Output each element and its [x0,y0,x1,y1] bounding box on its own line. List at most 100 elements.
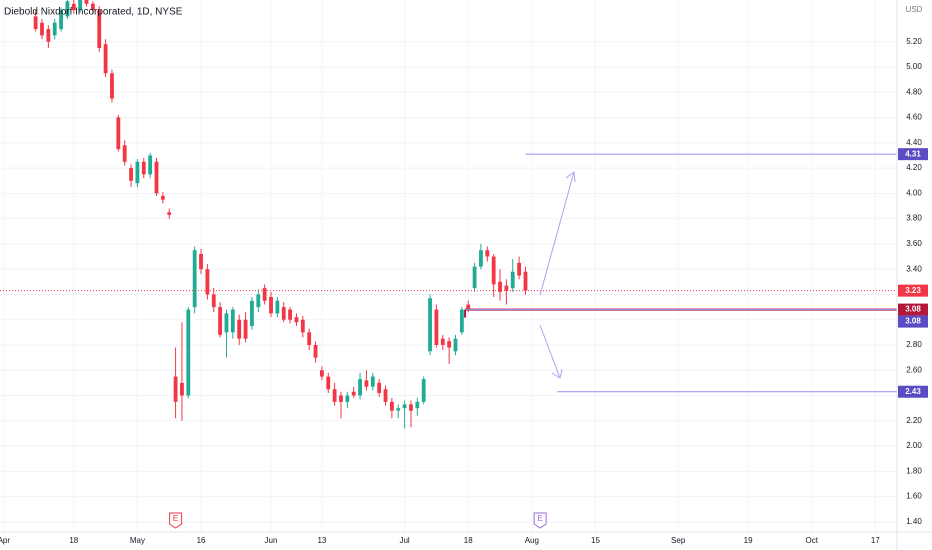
x-tick-label: Sep [671,536,686,545]
x-tick-label: 13 [317,536,326,545]
candle-body [313,344,318,358]
arrow-up [539,171,575,296]
candle-body [65,1,70,17]
y-tick-label: 3.40 [906,264,922,273]
candle-body [326,376,331,390]
plot [0,0,897,429]
candle-body [237,319,242,339]
y-tick-label: 3.60 [906,239,922,248]
y-tick-label: 1.60 [906,492,922,501]
candle-body [97,10,102,49]
candle-body [40,22,44,36]
price-label: 3.23 [905,286,921,295]
candle-body [523,271,528,291]
x-tick-label: 18 [69,536,78,545]
candle-body [148,155,153,175]
y-tick-label: 4.20 [906,163,922,172]
event-marker [533,512,547,529]
arrow-down [539,324,561,379]
event-label: E [537,514,542,523]
candle-body [415,401,420,409]
candle-body [192,250,197,308]
x-tick-label: Apr [0,536,10,545]
price-label: 3.08 [905,317,921,326]
grid [0,0,897,532]
arrow-down-head [551,368,563,379]
candle-body [110,73,114,99]
y-tick-label: 2.00 [906,441,922,450]
candle-body [364,380,369,387]
y-tick-label: 2.80 [906,340,922,349]
candle-body [447,341,452,348]
candle-body [402,404,407,409]
candle-body [504,285,509,291]
candle-body [129,168,133,181]
chart-title: Diebold Nixdorf Incorporated, 1D, NYSE [4,7,183,18]
candle-body [358,379,362,396]
candle-body [90,3,95,11]
arrow-up-head [565,171,576,183]
y-tick-label: 1.80 [906,466,922,475]
candle-body [243,319,248,339]
axes: 1.401.601.802.002.202.402.602.803.003.20… [0,37,928,545]
y-tick-label: 3.80 [906,214,922,223]
candle-body [307,332,312,345]
x-tick-label: 15 [591,536,600,545]
candle-body [377,382,382,393]
candle-body [141,161,146,175]
candle-body [288,309,293,320]
x-tick-label: Oct [806,536,819,545]
candle-body [472,266,477,289]
y-tick-label: 5.20 [906,37,922,46]
price-label-box [898,148,928,161]
candle-body [59,10,63,30]
candle-body [33,16,38,30]
candle-body [275,300,280,314]
price-label-box [898,385,928,398]
candle-body [428,298,432,352]
candle-body [78,0,83,11]
candle-body [46,29,51,42]
candle-body [103,44,108,74]
candle-body [396,408,401,411]
candle-body [319,370,324,377]
candle-body [262,288,267,301]
price-label-box [898,315,928,328]
candle-body [389,401,394,411]
y-tick-label: 4.80 [906,87,922,96]
candle-body [199,253,203,270]
candle-body [122,145,127,162]
price-label: 4.31 [905,149,921,158]
y-tick-label: 4.00 [906,188,922,197]
price-label-box [898,303,928,316]
candle-body [339,395,343,402]
candle-body [370,376,375,387]
x-tick-label: May [130,536,145,545]
candle-body [453,338,458,352]
candle-body [116,117,121,150]
candle-body [269,296,273,314]
candle-body [479,250,483,267]
candle-body [485,250,490,257]
candle-body [186,309,191,396]
candle-body [218,307,223,335]
candle-body [167,212,172,215]
candle-body [180,382,184,396]
candle-body [256,294,261,308]
x-tick-label: 19 [744,536,753,545]
currency: USD [906,5,923,14]
candle-body [491,256,496,285]
candle-body [459,309,464,333]
candle-body [160,195,165,200]
candle-body [409,404,413,411]
candle-body [345,395,350,402]
y-tick-label: 2.20 [906,416,922,425]
price-label-box [898,284,928,297]
candle-body [466,304,471,310]
candle-body [230,309,235,333]
candle-body [71,3,76,11]
candle-body [300,319,305,333]
x-tick-label: Jun [265,536,278,545]
